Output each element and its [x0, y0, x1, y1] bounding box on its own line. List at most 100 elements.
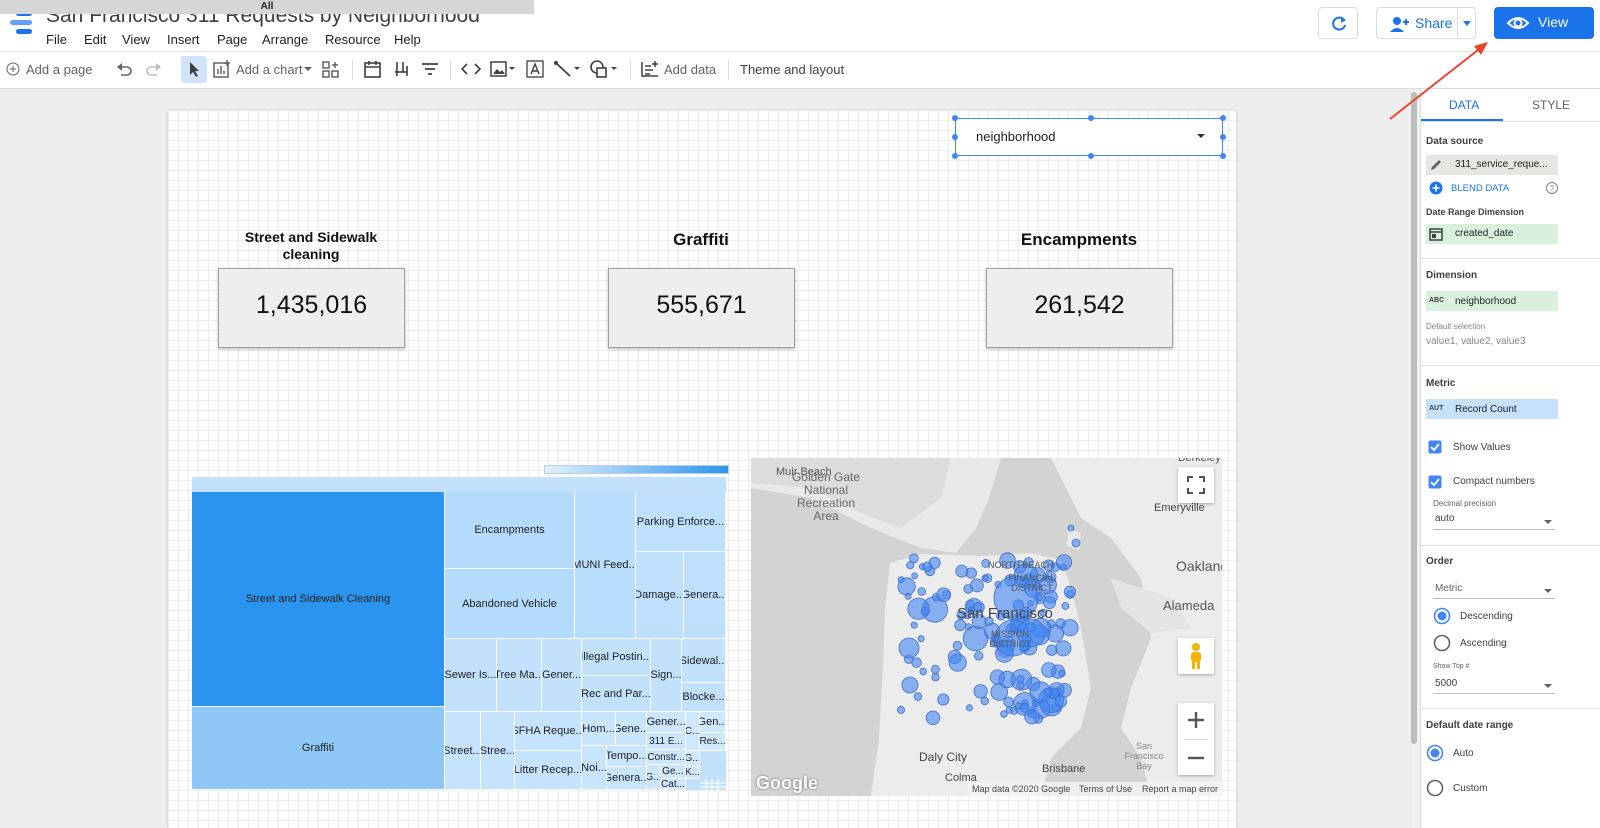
dimension-field[interactable]: [1426, 291, 1558, 311]
color-legend: [544, 465, 729, 474]
add-page-button[interactable]: Add a page: [26, 62, 93, 77]
map-place-label: Muir Beach: [776, 466, 832, 478]
map-place-label: FINANCIAL DISTRICT: [1008, 573, 1056, 593]
menu-item[interactable]: Edit: [84, 32, 107, 47]
tab-border: [1421, 121, 1600, 122]
add-chart-button[interactable]: Add a chart: [236, 62, 303, 77]
zoom-out[interactable]: [1187, 749, 1205, 767]
toolbar-border-bottom: [0, 88, 1600, 89]
menu-item[interactable]: Page: [217, 32, 248, 47]
treemap-cell: SFHA Reque...: [515, 712, 582, 751]
section-label: Default date range: [1426, 720, 1514, 731]
treemap-cell: Gener...: [647, 712, 686, 733]
share-label: Share: [1415, 15, 1453, 31]
field-hint: Default selection: [1426, 322, 1486, 331]
map-place-label: MISSION DISTRICT: [989, 629, 1031, 649]
shape-icon: [590, 60, 617, 78]
treemap-cell: Cat...: [661, 779, 686, 790]
section-label: Order: [1426, 556, 1454, 567]
treemap-cell: Gene...: [616, 712, 647, 746]
data-source-field[interactable]: [1426, 155, 1558, 175]
add-chart-caret: [304, 67, 312, 71]
radio-button[interactable]: [1433, 634, 1451, 652]
field-type-badge: AUT: [1429, 405, 1444, 412]
add-page-icon: [6, 62, 20, 76]
fullscreen-icon: [1187, 476, 1205, 494]
section-divider: [1421, 258, 1600, 259]
fullscreen-button[interactable]: [1178, 467, 1214, 503]
toolbar-sep: [728, 60, 729, 80]
checkbox-label: Show Values: [1453, 442, 1511, 453]
scorecard-title: Encampments: [1020, 230, 1138, 249]
field-hint: Show Top #: [1433, 663, 1470, 670]
control-icon: [395, 62, 408, 76]
section-divider: [1421, 708, 1600, 709]
checkbox[interactable]: [1428, 440, 1442, 454]
svg-text:?: ?: [1550, 184, 1555, 193]
treemap-cell: Sewer Is...: [445, 639, 497, 712]
radio-button[interactable]: [1426, 744, 1444, 762]
order-dropdown[interactable]: Metric: [1435, 583, 1463, 594]
menu-item[interactable]: Arrange: [262, 32, 309, 47]
toolbar-border-top: [0, 51, 1600, 52]
treemap-cell: Hom...: [582, 712, 616, 746]
share-divider: [1457, 8, 1458, 38]
add-data-button[interactable]: Add data: [664, 62, 717, 77]
radio-button[interactable]: [1433, 607, 1451, 625]
pegman-button[interactable]: [1178, 638, 1214, 674]
help-icon: ?: [1546, 182, 1558, 194]
date-range-field[interactable]: [1426, 224, 1558, 244]
treemap-root-label: All: [260, 1, 274, 12]
share-button[interactable]: Share: [1376, 7, 1476, 39]
treemap-cell: Stree...: [481, 712, 515, 790]
dropdown-caret: [1544, 520, 1552, 524]
zoom-in[interactable]: [1187, 711, 1205, 729]
decimal-dropdown[interactable]: auto: [1435, 513, 1455, 524]
selection-handle: [1220, 115, 1226, 121]
theme-button[interactable]: Theme and layout: [740, 62, 845, 77]
filter-control[interactable]: neighborhood: [955, 118, 1223, 156]
undo-icon: [117, 63, 132, 76]
blend-data-button[interactable]: BLEND DATA: [1451, 183, 1510, 194]
treemap-header: All: [0, 0, 534, 14]
map-terms[interactable]: Terms of Use: [1079, 784, 1133, 794]
map-place-label: Berkeley: [1178, 458, 1221, 464]
filter-icon: [422, 63, 438, 75]
data-source-name: 311_service_reque...: [1455, 159, 1548, 170]
data-tab[interactable]: DATA: [1449, 98, 1480, 112]
selection-handle: [952, 134, 958, 140]
treemap-cell: G...: [686, 751, 700, 767]
style-tab[interactable]: STYLE: [1532, 98, 1571, 112]
top-dropdown[interactable]: 5000: [1435, 678, 1458, 689]
scorecard: 261,542: [986, 268, 1173, 348]
add-data-icon: [641, 61, 658, 77]
selection-handle: [952, 115, 958, 121]
checkbox[interactable]: [1428, 475, 1442, 489]
map-report-error[interactable]: Report a map error: [1142, 784, 1219, 794]
share-icon: [1390, 17, 1409, 32]
refresh-button[interactable]: [1318, 7, 1358, 39]
scorecard-title: Graffiti: [673, 230, 729, 249]
dropdown-caret: [1544, 684, 1552, 688]
checkbox-label: Compact numbers: [1453, 476, 1535, 487]
menu-item[interactable]: Resource: [325, 32, 381, 47]
radio-label: Custom: [1453, 783, 1488, 794]
add-chart-icon: [213, 60, 230, 78]
map-attribution-bg: [967, 782, 1222, 796]
menu-item[interactable]: View: [122, 32, 150, 47]
menu-item[interactable]: File: [46, 32, 67, 47]
zoom-divider: [1184, 739, 1208, 740]
menu-item[interactable]: Help: [394, 32, 421, 47]
view-button[interactable]: View: [1494, 7, 1594, 39]
scorecard-title: Street and Sidewalk cleaning: [244, 229, 378, 262]
treemap-cell: 311 E...: [647, 733, 686, 750]
treemap-cell: Gener...: [542, 639, 582, 712]
section-divider: [1421, 545, 1600, 546]
treemap-cell: Street and Sidewalk Cleaning: [192, 492, 445, 707]
menu-item[interactable]: Insert: [167, 32, 200, 47]
section-label: Date Range Dimension: [1426, 207, 1525, 217]
metric-field[interactable]: [1426, 399, 1558, 419]
radio-button[interactable]: [1426, 779, 1444, 797]
treemap-cell: Rec and Par...: [582, 676, 651, 712]
